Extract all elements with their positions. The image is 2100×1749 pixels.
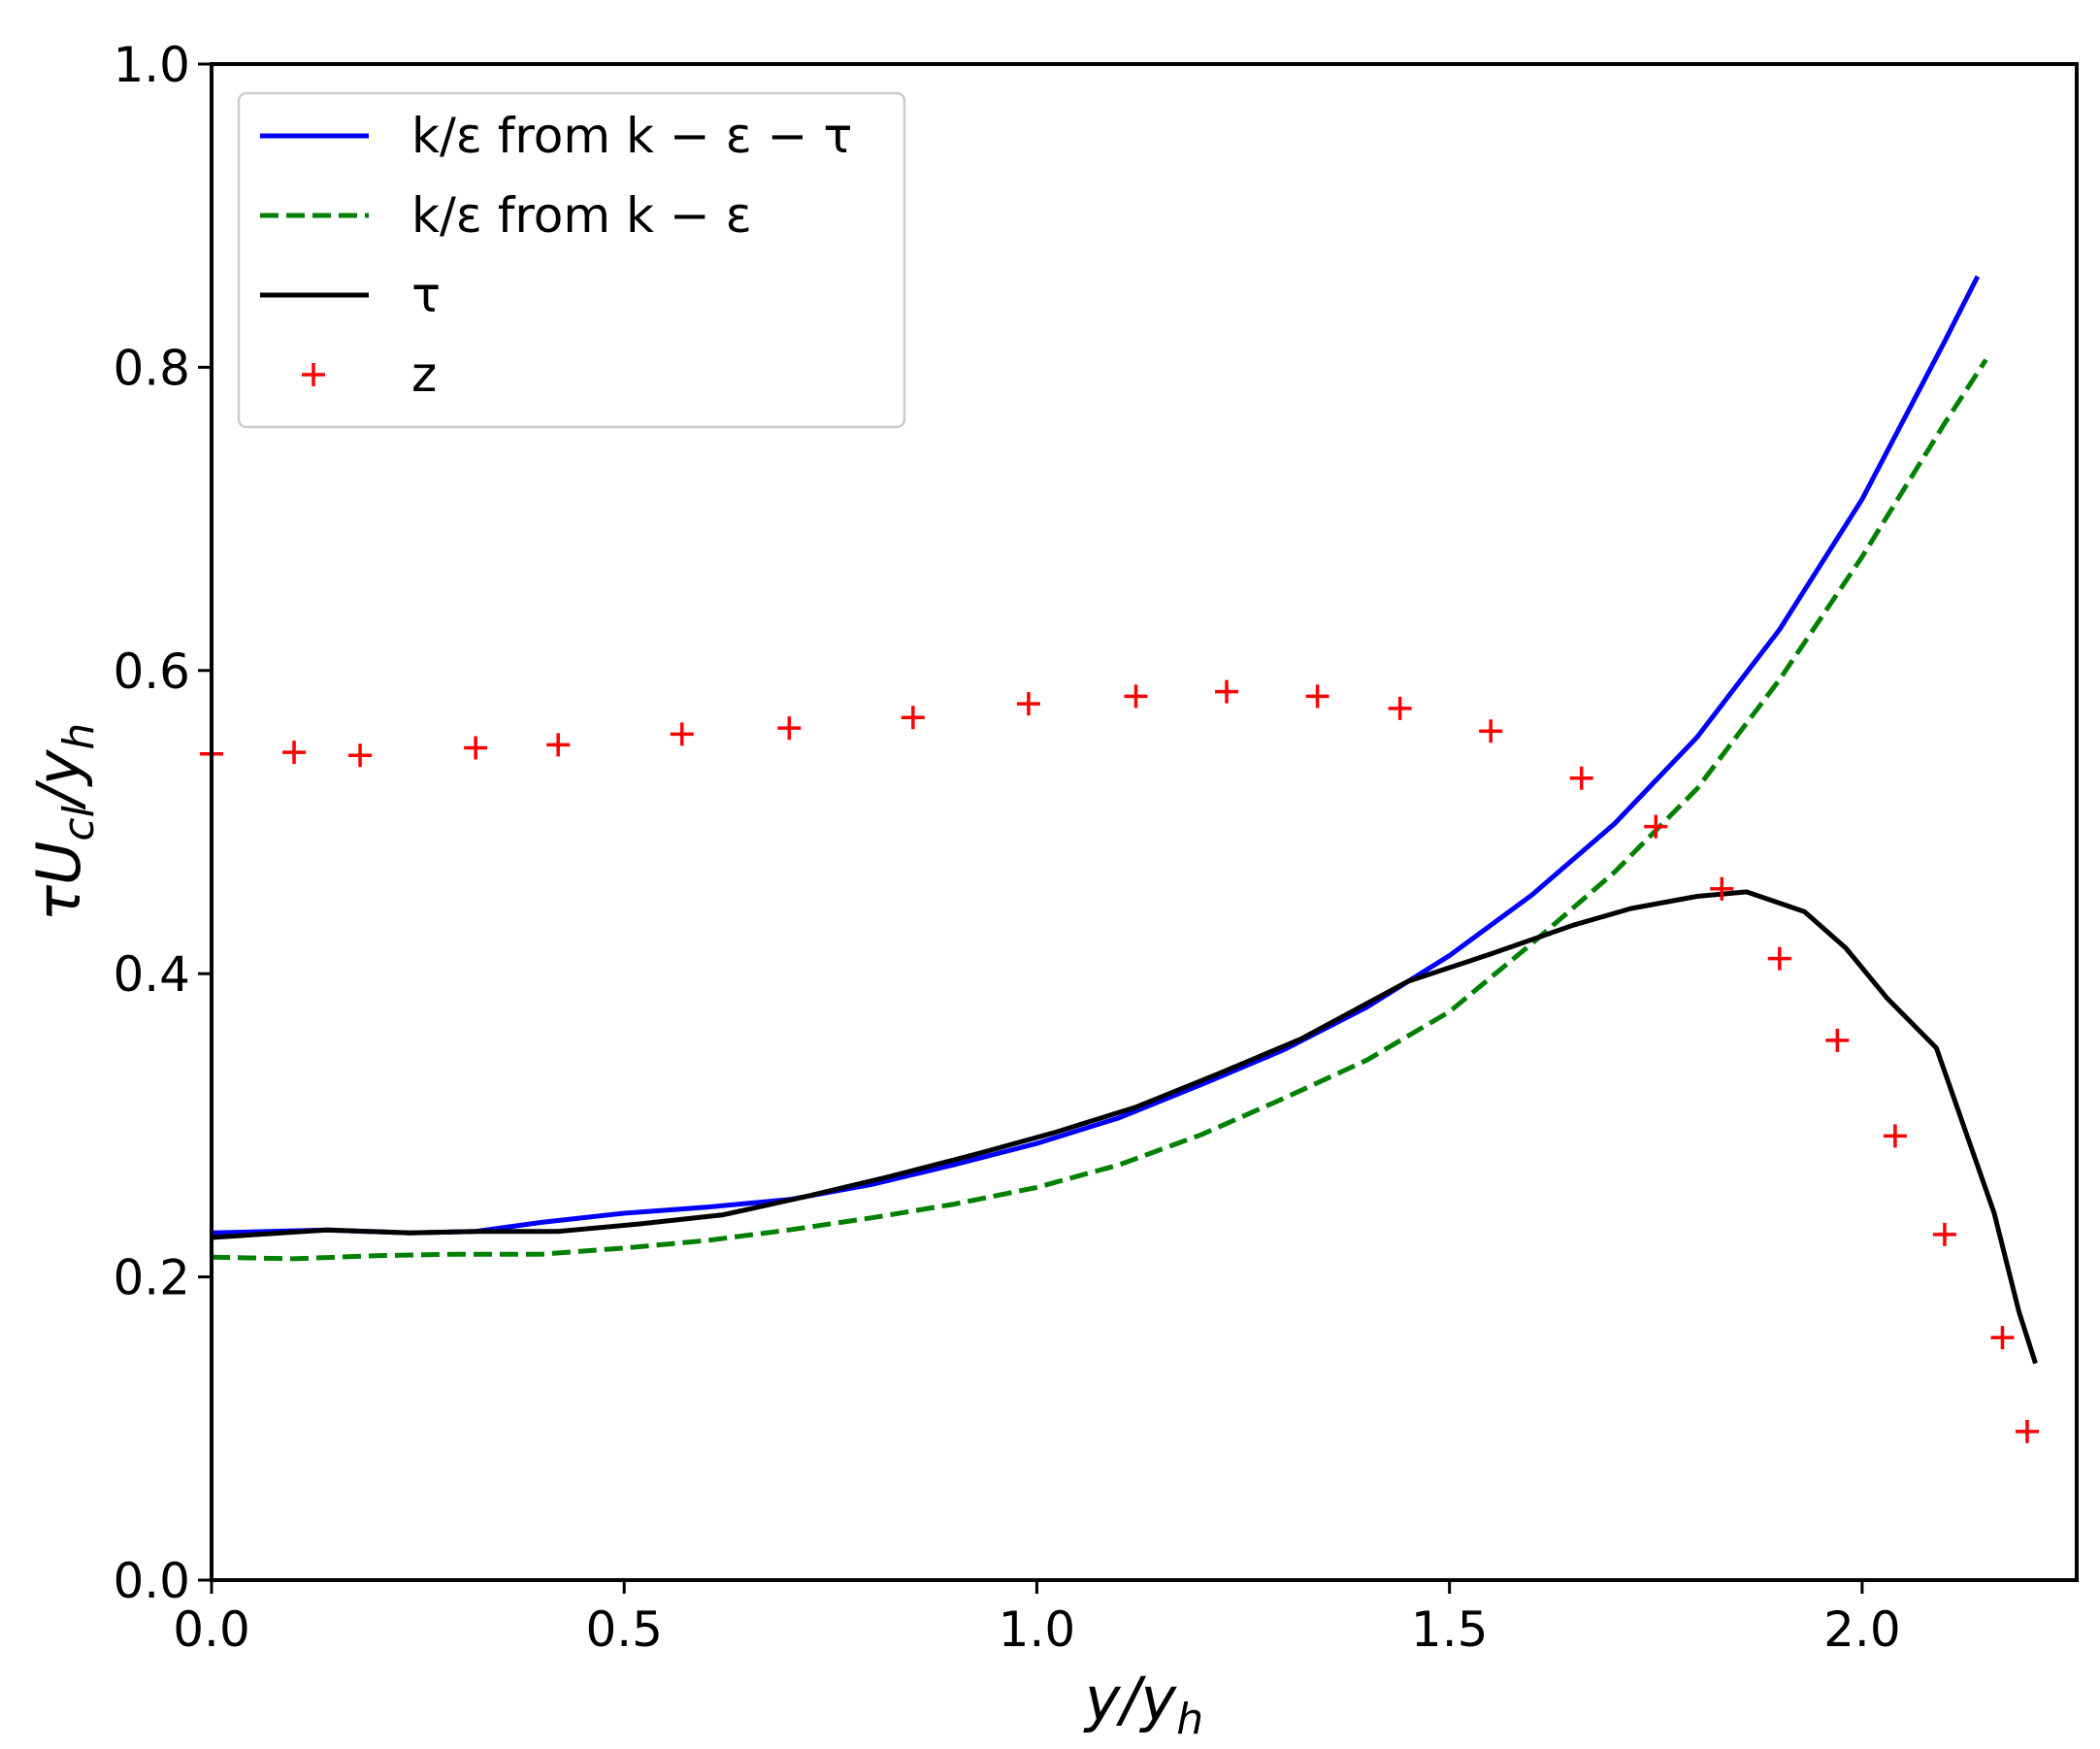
y-axis-label-mid: /y bbox=[23, 748, 94, 810]
legend-label: k/ε from k − ε − τ bbox=[411, 108, 852, 164]
z-marker-point bbox=[1990, 1326, 2015, 1350]
z-marker-point bbox=[1825, 1028, 1850, 1052]
x-axis-label: y/yh bbox=[1083, 1664, 1203, 1744]
y-tick-label: 0.4 bbox=[113, 946, 190, 1003]
series-line-2 bbox=[211, 358, 1988, 1262]
z-marker-point bbox=[1710, 876, 1734, 901]
x-axis-label-base: y/y bbox=[1083, 1664, 1178, 1734]
y-tick-label: 0.0 bbox=[113, 1553, 190, 1609]
x-tick-label: 2.0 bbox=[1823, 1601, 1901, 1658]
x-axis-label-sub: h bbox=[1176, 1695, 1203, 1744]
z-marker-point bbox=[1388, 696, 1412, 720]
z-marker-point bbox=[670, 722, 694, 746]
y-tick-label: 1.0 bbox=[113, 37, 190, 93]
y-tick-label: 0.2 bbox=[113, 1250, 190, 1306]
legend-label: τ bbox=[411, 267, 441, 323]
z-marker-point bbox=[1767, 946, 1791, 971]
z-marker-point bbox=[1883, 1124, 1907, 1148]
legend: k/ε from k − ε − τ k/ε from k − ε τz bbox=[237, 91, 906, 429]
ticks-layer: 0.0 0.5 1.0 1.5 2.0 0.0 0.2 0.4 0.6 0.8 1.0 bbox=[113, 37, 1900, 1658]
legend-swatch bbox=[302, 363, 325, 386]
series-layer bbox=[200, 275, 2039, 1443]
z-marker-point bbox=[282, 741, 307, 765]
z-marker-point bbox=[901, 706, 925, 730]
legend-box bbox=[237, 91, 906, 429]
x-tick-label: 1.5 bbox=[1411, 1601, 1489, 1658]
z-marker-point bbox=[1124, 684, 1148, 709]
z-marker-point bbox=[348, 743, 373, 768]
legend-entry: z bbox=[302, 346, 437, 403]
z-marker-point bbox=[1016, 692, 1040, 716]
y-axis-label-sub1: cl bbox=[54, 805, 104, 841]
z-marker-point bbox=[1479, 719, 1503, 743]
legend-entry: k/ε from k − ε − τ bbox=[260, 108, 852, 164]
series-line-1 bbox=[211, 275, 1981, 1236]
legend-label: k/ε from k − ε bbox=[411, 187, 752, 244]
z-marker-point bbox=[464, 736, 488, 760]
plot-frame bbox=[210, 62, 2079, 1582]
y-axis-label-pre: τU bbox=[23, 842, 94, 922]
z-marker-point bbox=[1215, 679, 1239, 704]
x-tick-label: 0.0 bbox=[173, 1601, 250, 1658]
series-line-3 bbox=[211, 889, 2038, 1365]
y-tick-label: 0.8 bbox=[113, 340, 190, 396]
z-marker-point bbox=[1305, 684, 1329, 709]
legend-label: z bbox=[411, 346, 437, 403]
legend-entry: τ bbox=[260, 267, 441, 323]
legend-entry: k/ε from k − ε bbox=[260, 187, 752, 244]
z-marker-point bbox=[777, 716, 802, 741]
z-marker-point bbox=[1932, 1222, 1956, 1246]
z-marker-point bbox=[546, 733, 571, 757]
legend-entries: k/ε from k − ε − τ k/ε from k − ε τz bbox=[260, 108, 852, 403]
y-tick-label: 0.6 bbox=[113, 644, 190, 700]
x-tick-label: 0.5 bbox=[585, 1601, 663, 1658]
y-axis-label-sub2: h bbox=[54, 723, 104, 750]
series-z-markers bbox=[200, 679, 2039, 1443]
z-marker-point bbox=[1644, 814, 1668, 839]
x-tick-label: 1.0 bbox=[999, 1601, 1076, 1658]
z-marker-point bbox=[1569, 766, 1593, 790]
y-axis-label: τUcl/yh bbox=[23, 723, 104, 922]
z-marker-point bbox=[2015, 1419, 2039, 1443]
